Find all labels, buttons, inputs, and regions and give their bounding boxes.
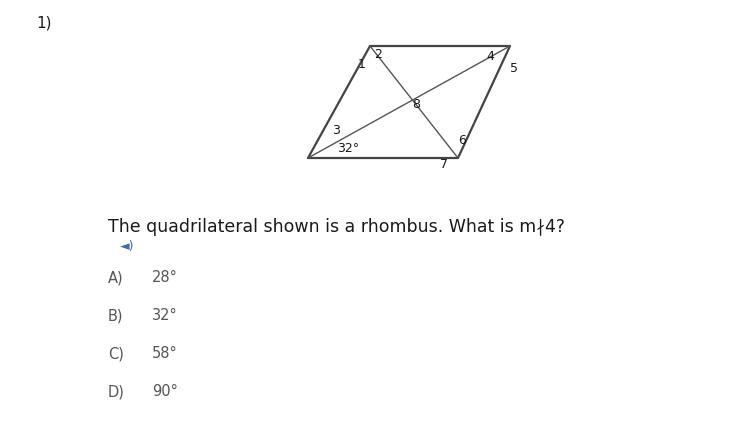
Text: 1: 1: [358, 58, 366, 70]
Text: A): A): [108, 271, 123, 285]
Text: ◄): ◄): [120, 240, 135, 253]
Text: 28°: 28°: [152, 271, 178, 285]
Text: 4: 4: [486, 50, 494, 62]
Text: B): B): [108, 309, 123, 324]
Text: 1): 1): [36, 16, 52, 31]
Text: The quadrilateral shown is a rhombus. What is m∤4?: The quadrilateral shown is a rhombus. Wh…: [108, 218, 565, 236]
Text: 2: 2: [374, 47, 382, 61]
Text: 90°: 90°: [152, 385, 178, 399]
Text: 6: 6: [458, 134, 466, 147]
Text: 5: 5: [510, 61, 518, 75]
Text: C): C): [108, 346, 124, 362]
Text: 8: 8: [412, 98, 420, 111]
Text: 32°: 32°: [337, 142, 359, 154]
Text: 3: 3: [332, 123, 340, 137]
Text: 32°: 32°: [152, 309, 178, 324]
Text: 58°: 58°: [152, 346, 178, 362]
Text: 7: 7: [440, 157, 448, 170]
Text: D): D): [108, 385, 125, 399]
